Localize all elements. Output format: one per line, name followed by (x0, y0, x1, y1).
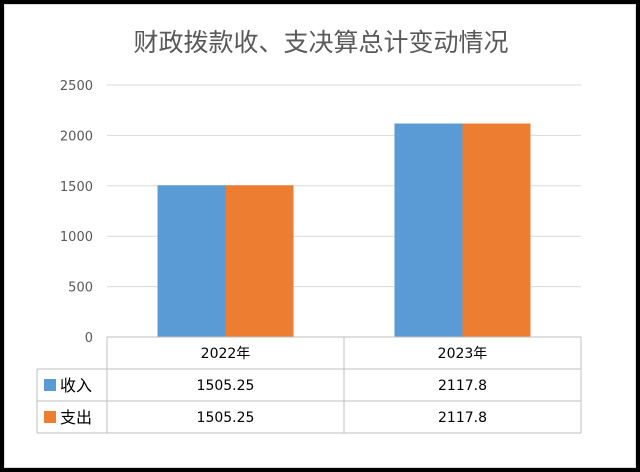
y-tick-label: 1500 (60, 180, 93, 195)
bar (225, 185, 294, 337)
data-label: 1505.25 (197, 378, 255, 394)
x-category-label: 2023年 (438, 346, 488, 362)
x-category-label: 2022年 (201, 346, 251, 362)
bar (394, 123, 463, 337)
data-label: 2117.8 (438, 410, 487, 426)
y-tick-label: 0 (85, 331, 93, 346)
y-tick-label: 1000 (60, 230, 93, 245)
bar (157, 185, 226, 337)
y-tick-label: 2500 (60, 79, 93, 94)
chart-canvas: 财政拨款收、支决算总计变动情况 0 500 1000 1500 2000 2500 202… (36, 28, 582, 434)
legend-key (44, 411, 56, 423)
bars (157, 123, 531, 337)
legend-key (44, 379, 56, 391)
chart-title: 财政拨款收、支决算总计变动情况 (133, 28, 508, 57)
legend-label: 收入 (60, 376, 92, 395)
y-tick-label: 500 (68, 281, 93, 296)
data-label: 2117.8 (438, 378, 487, 394)
y-axis-tick-labels: 0 500 1000 1500 2000 2500 (60, 79, 93, 346)
bar (462, 123, 531, 337)
legend-label: 支出 (60, 408, 92, 427)
y-tick-label: 2000 (60, 129, 93, 144)
chart-frame: 财政拨款收、支决算总计变动情况 0 500 1000 1500 2000 2500 202… (4, 4, 636, 468)
data-label: 1505.25 (197, 410, 255, 426)
